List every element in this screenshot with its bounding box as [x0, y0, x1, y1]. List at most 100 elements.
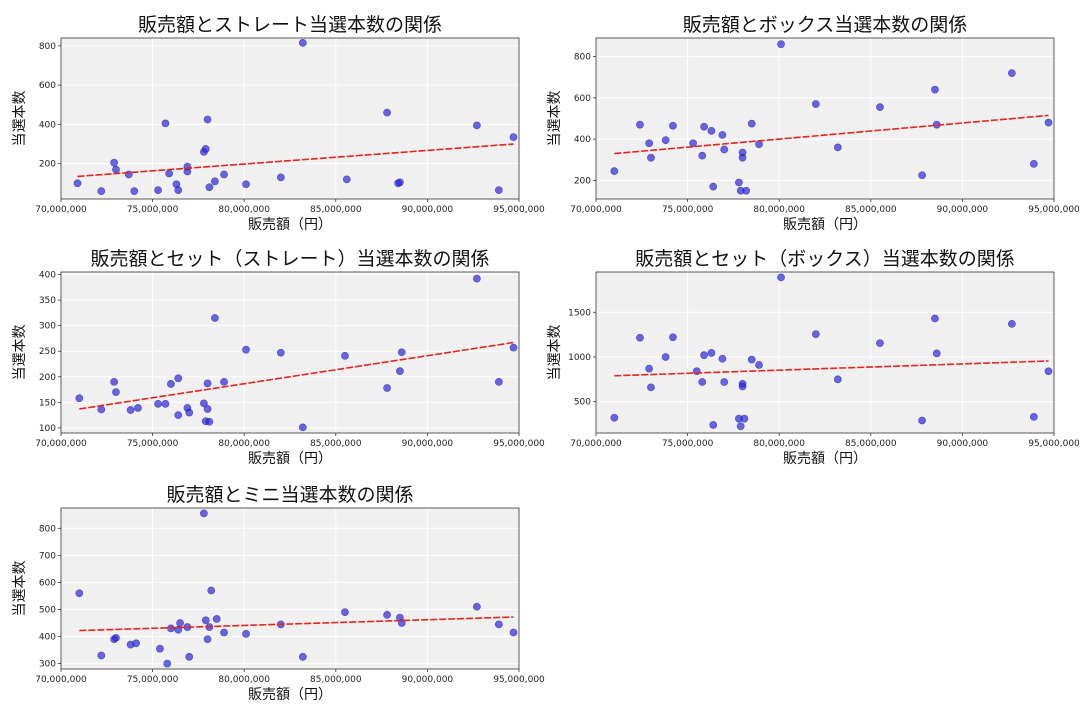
y-tick-label: 300: [39, 660, 56, 670]
data-point: [645, 139, 654, 148]
data-point: [97, 651, 106, 660]
data-point: [647, 153, 655, 162]
data-point: [112, 388, 120, 397]
data-point: [174, 374, 183, 383]
data-point: [1007, 69, 1016, 77]
data-point: [747, 355, 756, 364]
chart-title: 販売額とボックス当選本数の関係: [683, 14, 967, 36]
data-point: [610, 413, 619, 422]
data-point: [755, 361, 763, 369]
data-point: [1029, 412, 1038, 421]
plot-area: [596, 272, 1054, 433]
x-tick-label: 90,000,000: [402, 205, 454, 215]
data-point: [210, 314, 219, 322]
data-point: [132, 639, 141, 648]
y-axis-label: 当選本数: [12, 91, 28, 147]
plot-area: [596, 38, 1054, 199]
data-point: [205, 183, 214, 192]
data-point: [212, 615, 221, 623]
data-point: [645, 364, 654, 373]
x-tick-label: 70,000,000: [35, 205, 87, 215]
data-point: [205, 417, 214, 426]
y-tick-label: 150: [39, 398, 56, 408]
x-tick-label: 70,000,000: [35, 675, 87, 685]
x-tick-label: 75,000,000: [662, 205, 714, 215]
data-point: [203, 635, 212, 644]
data-point: [203, 115, 212, 124]
x-tick-label: 75,000,000: [127, 675, 179, 685]
y-axis-label: 当選本数: [547, 325, 563, 381]
data-point: [199, 399, 208, 408]
data-point: [738, 382, 747, 391]
data-point: [397, 348, 406, 357]
chart-3: 70,000,000 75,000,000 80,000,000 85,000,000…: [12, 248, 545, 467]
y-axis-label: 当選本数: [547, 91, 563, 147]
data-point: [1044, 118, 1053, 127]
y-tick-label: 100: [39, 424, 56, 434]
x-tick-label: 85,000,000: [310, 675, 362, 685]
y-tick-label: 250: [39, 347, 56, 357]
data-point: [112, 165, 120, 174]
data-point: [110, 377, 119, 386]
data-point: [176, 619, 184, 627]
data-point: [720, 378, 729, 386]
data-point: [220, 170, 228, 179]
axes-frame: [595, 37, 1055, 200]
data-point: [472, 602, 481, 611]
data-point: [692, 367, 701, 376]
x-tick-label: 95,000,000: [493, 675, 545, 685]
data-point: [509, 133, 518, 142]
x-tick-label: 80,000,000: [753, 439, 805, 449]
data-point: [669, 121, 677, 130]
chart-1: 70,000,000 75,000,000 80,000,000 85,000,000…: [12, 14, 545, 233]
data-point: [110, 158, 119, 167]
chart-title: 販売額とミニ当選本数の関係: [166, 484, 413, 506]
chart-title: 販売額とセット（ボックス）当選本数の関係: [635, 248, 1014, 270]
data-point: [174, 411, 183, 420]
data-point: [709, 182, 718, 191]
data-point: [203, 379, 212, 388]
data-point: [734, 178, 743, 187]
data-point: [661, 353, 670, 361]
data-point: [154, 399, 162, 408]
data-point: [97, 187, 106, 196]
x-axis-label: 販売額（円）: [783, 217, 867, 233]
data-point: [720, 145, 729, 154]
y-tick-label: 200: [39, 160, 56, 170]
x-tick-label: 85,000,000: [845, 205, 897, 215]
data-point: [932, 349, 941, 358]
y-tick-label: 200: [574, 176, 591, 186]
data-point: [811, 330, 820, 339]
y-tick-label: 800: [39, 42, 56, 52]
data-point: [203, 405, 212, 413]
trend-line: [79, 616, 514, 632]
axes-frame: [60, 507, 520, 670]
data-point: [199, 509, 208, 518]
trend-line: [77, 143, 514, 178]
data-point: [876, 103, 884, 112]
data-point: [718, 354, 727, 363]
x-axis-label: 販売額（円）: [248, 217, 332, 233]
data-point: [740, 414, 749, 423]
x-tick-label: 70,000,000: [35, 439, 87, 449]
data-point: [298, 652, 307, 661]
x-tick-label: 90,000,000: [937, 205, 989, 215]
x-tick-label: 70,000,000: [570, 439, 622, 449]
y-tick-label: 500: [39, 605, 56, 615]
data-point: [75, 589, 84, 598]
data-point: [220, 377, 228, 386]
data-point: [707, 349, 716, 357]
data-point: [918, 416, 926, 425]
y-tick-label: 400: [39, 633, 56, 643]
data-point: [242, 345, 250, 354]
data-point: [396, 367, 404, 376]
y-axis-label: 当選本数: [12, 561, 28, 617]
y-tick-label: 200: [39, 373, 56, 383]
data-point: [738, 153, 747, 162]
y-tick-label: 1000: [568, 353, 591, 363]
data-point: [161, 399, 170, 408]
data-point: [134, 404, 142, 412]
chart-title: 販売額とセット（ストレート）当選本数の関係: [90, 248, 489, 270]
data-point: [833, 375, 842, 384]
